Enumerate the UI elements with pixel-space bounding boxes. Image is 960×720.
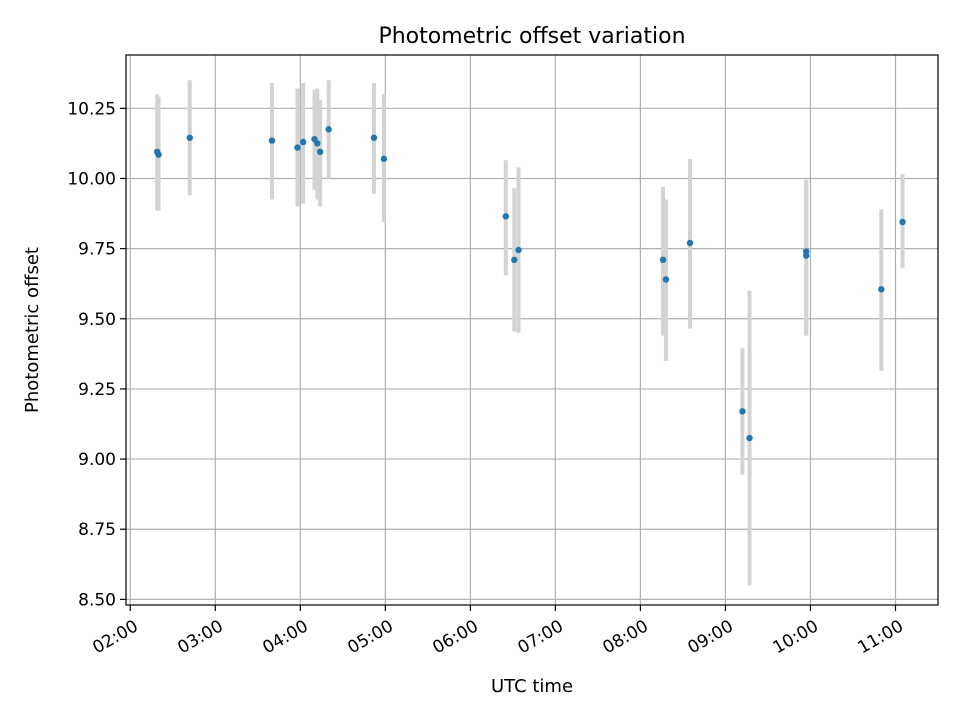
x-tick-label: 08:00 <box>599 616 651 658</box>
data-point <box>370 134 378 141</box>
plot-frame <box>125 54 939 606</box>
data-point <box>502 213 509 220</box>
x-tick-label: 04:00 <box>259 616 311 658</box>
data-point <box>299 138 307 146</box>
y-tick-label: 9.75 <box>78 240 116 260</box>
data-point <box>380 155 388 163</box>
data-point <box>746 434 753 442</box>
y-tick-label: 9.50 <box>78 310 116 330</box>
data-point <box>878 286 885 293</box>
x-tick-label: 06:00 <box>429 616 481 658</box>
x-tick-label: 11:00 <box>855 616 907 658</box>
data-point <box>803 252 810 259</box>
data-point <box>268 137 276 144</box>
y-tick-label: 9.00 <box>78 450 116 470</box>
x-axis-label: UTC time <box>491 676 573 697</box>
error-bars <box>155 80 905 586</box>
data-point <box>686 239 694 247</box>
data-point <box>186 134 193 141</box>
x-tick-label: 07:00 <box>514 616 566 658</box>
x-tick-label: 09:00 <box>684 616 736 658</box>
y-tick-label: 10.25 <box>67 99 116 119</box>
data-point <box>739 408 746 415</box>
y-tick-label: 10.00 <box>67 169 116 189</box>
data-points <box>153 126 906 442</box>
y-tick-label: 9.25 <box>78 380 116 400</box>
x-tick-label: 05:00 <box>344 616 396 658</box>
data-point <box>899 218 906 226</box>
data-point <box>316 148 324 156</box>
x-tick-label: 03:00 <box>174 616 226 658</box>
chart-title: Photometric offset variation <box>378 24 685 49</box>
data-point <box>155 151 162 158</box>
x-tick-label: 10:00 <box>770 616 822 658</box>
data-point <box>659 256 667 264</box>
x-tick-label: 02:00 <box>89 616 141 658</box>
y-axis-label: Photometric offset <box>22 247 43 413</box>
data-point <box>314 140 321 147</box>
data-point <box>662 276 670 283</box>
data-point <box>325 126 332 133</box>
y-tick-label: 8.75 <box>78 520 116 540</box>
data-point <box>515 246 522 254</box>
grid <box>126 55 938 605</box>
data-point <box>511 256 518 264</box>
data-point <box>294 144 301 151</box>
y-tick-label: 8.50 <box>78 590 116 610</box>
axis-ticks: 02:00 03:00 04:00 05:00 06:00 07:00 08:00 09:00… <box>67 99 907 658</box>
